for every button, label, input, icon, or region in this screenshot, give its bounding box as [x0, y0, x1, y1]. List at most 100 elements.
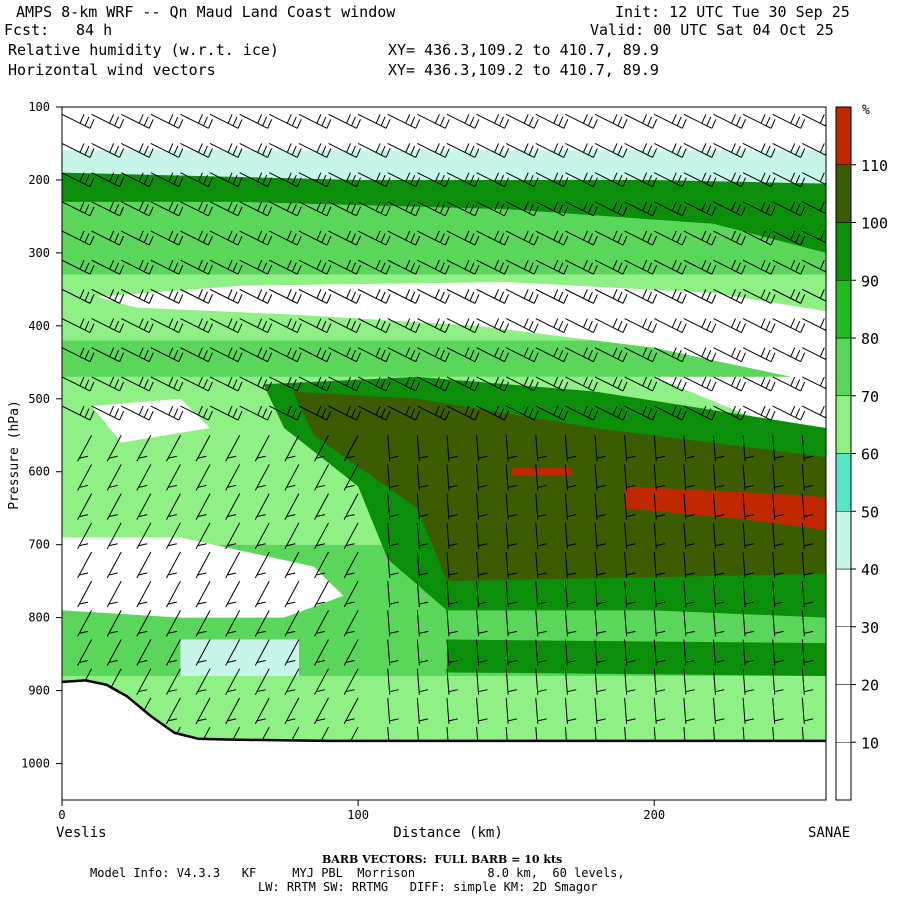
wind-barb — [150, 376, 184, 392]
x-tick-label: 100 — [347, 808, 369, 822]
wind-barb — [535, 259, 569, 275]
wind-barb — [62, 405, 95, 421]
wind-barb — [683, 143, 717, 158]
wind-barb — [624, 113, 658, 129]
wind-barb — [505, 143, 539, 158]
wind-barb — [801, 435, 814, 462]
wind-barb — [476, 639, 488, 666]
wind-barb — [209, 230, 243, 246]
wind-barb — [505, 201, 539, 217]
wind-barb — [314, 639, 329, 666]
wind-barb — [564, 668, 577, 695]
wind-barb — [476, 201, 510, 217]
wind-barb — [565, 143, 598, 158]
wind-barb — [239, 230, 273, 246]
wind-barb — [62, 610, 63, 612]
wind-barb — [136, 493, 152, 520]
wind-barb — [166, 697, 181, 725]
wind-barb — [683, 697, 695, 724]
wind-barb — [387, 581, 399, 608]
wind-barb — [742, 376, 776, 392]
wind-barb — [239, 113, 273, 129]
wind-barb — [476, 318, 510, 333]
wind-barb — [328, 318, 361, 333]
wind-barb — [772, 201, 806, 217]
wind-barb — [298, 230, 332, 246]
colorbar-segment — [835, 395, 852, 454]
wind-barb — [343, 464, 359, 491]
wind-barb — [269, 376, 302, 392]
wind-barb — [476, 230, 510, 246]
wind-barb — [269, 230, 302, 246]
wind-barb — [328, 259, 361, 275]
wind-barb — [195, 464, 211, 491]
wind-barb — [594, 113, 628, 129]
wind-barb — [387, 376, 421, 392]
wind-barb — [269, 172, 302, 188]
wind-barb — [505, 639, 518, 666]
wind-barb — [269, 143, 302, 158]
wind-barb — [594, 697, 606, 724]
colorbar-label: 110 — [861, 157, 888, 175]
wind-barb — [713, 259, 746, 275]
wind-barb — [476, 259, 510, 275]
wind-barb — [594, 172, 628, 188]
wind-barb — [298, 405, 332, 421]
wind-barb — [343, 610, 359, 637]
wind-barb — [298, 143, 332, 158]
wind-barb — [284, 668, 300, 695]
wind-barb — [535, 143, 569, 158]
wind-barb — [535, 113, 569, 129]
wind-barb — [417, 347, 450, 363]
wind-barb — [653, 668, 666, 695]
wind-barb — [387, 435, 399, 462]
wind-barb — [417, 230, 450, 246]
wind-barb — [742, 201, 776, 217]
wind-barb — [772, 259, 806, 275]
wind-barb — [106, 435, 122, 462]
y-tick-label: 500 — [28, 392, 50, 406]
wind-barb — [284, 639, 300, 666]
colorbar: 10 20 30 40 50 60 70 80 90 100 110 — [835, 106, 888, 801]
wind-barb — [284, 551, 300, 579]
wind-barb — [209, 113, 243, 129]
wind-barb — [357, 172, 391, 188]
wind-barb — [772, 464, 784, 491]
wind-barb — [150, 143, 184, 158]
wind-barb — [624, 551, 636, 579]
wind-barb — [328, 201, 361, 217]
barb-note: BARB VECTORS: FULL BARB = 10 kts — [322, 853, 563, 866]
wind-barb — [343, 639, 359, 666]
wind-barb — [328, 143, 361, 158]
wind-barb — [343, 668, 359, 695]
wind-barb — [683, 610, 695, 637]
wind-barb — [712, 493, 725, 520]
wind-barb — [476, 113, 510, 129]
wind-barb — [387, 143, 421, 158]
wind-barb — [446, 610, 458, 637]
wind-barb — [654, 201, 687, 217]
wind-barb — [150, 318, 184, 333]
wind-barb — [106, 493, 122, 520]
wind-barb — [683, 581, 695, 608]
wind-barb — [62, 464, 63, 466]
wind-barb — [712, 610, 725, 637]
wind-barb — [62, 493, 63, 495]
wind-barb — [713, 288, 746, 304]
wind-barb — [62, 347, 95, 363]
wind-barb — [624, 610, 636, 637]
wind-barb — [416, 639, 429, 666]
wind-barb — [535, 230, 569, 246]
wind-barb — [683, 668, 695, 695]
wind-barb — [742, 522, 754, 549]
wind-barb — [121, 347, 154, 363]
model-info-2: LW: RRTM SW: RRTMG DIFF: simple KM: 2D S… — [258, 880, 598, 894]
wind-barb — [298, 113, 332, 129]
wind-barb — [535, 581, 547, 608]
wind-barb — [387, 522, 399, 549]
wind-barb — [713, 405, 746, 421]
wind-barb — [387, 201, 421, 217]
wind-barb — [446, 464, 458, 491]
wind-barb — [357, 376, 391, 392]
